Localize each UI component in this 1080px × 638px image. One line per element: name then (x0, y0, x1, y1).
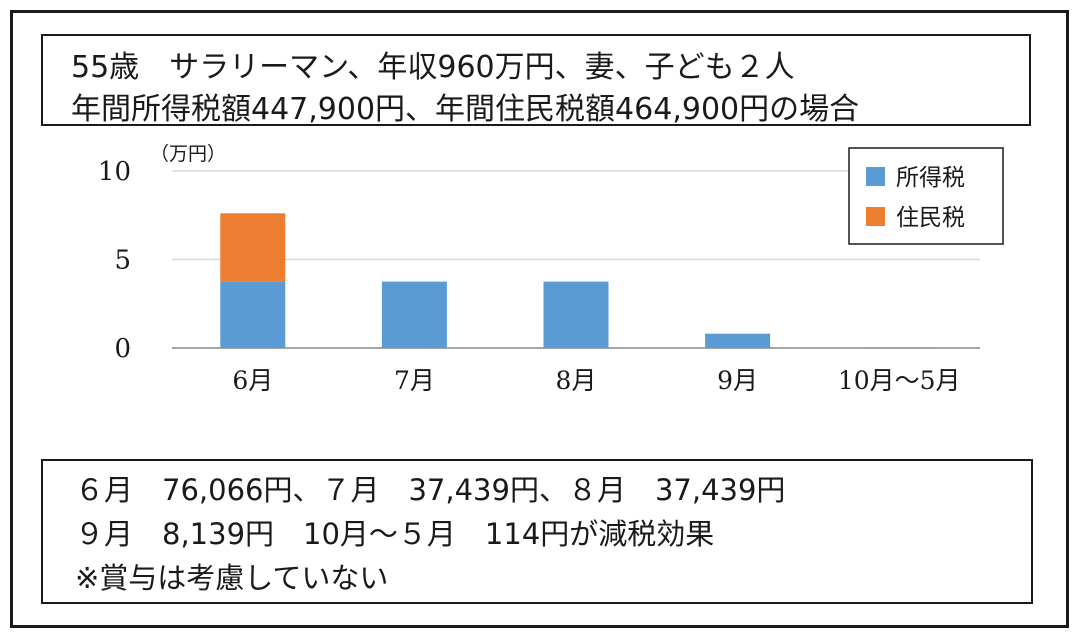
axis-labels: 0 5 10 6月 7月 8月 9月 10月～5月 (98, 157, 961, 395)
bar-income-tax (543, 281, 609, 348)
bar-income-tax (220, 281, 286, 348)
bars (220, 213, 932, 348)
legend-swatch-resident-tax (866, 207, 885, 226)
note-line-3: ※賞与は考慮していない (75, 561, 389, 595)
y-tick-label: 0 (114, 334, 131, 364)
x-tick-label: 9月 (717, 366, 758, 395)
note-box: ６月 76,066円、７月 37,439円、８月 37,439円 ９月 8,13… (41, 459, 1033, 604)
x-tick-label: 10月～5月 (838, 366, 961, 395)
note-line-1: ６月 76,066円、７月 37,439円、８月 37,439円 (75, 473, 786, 507)
legend-label-resident-tax: 住民税 (896, 205, 965, 231)
bar-income-tax (705, 333, 771, 348)
legend-label-income-tax: 所得税 (896, 165, 965, 191)
note-line-2: ９月 8,139円 10月～５月 114円が減税効果 (75, 517, 715, 551)
legend: 所得税 住民税 (848, 147, 1004, 245)
bar-resident-tax (220, 213, 286, 282)
title-box: 55歳 サラリーマン、年収960万円、妻、子ども２人 年間所得税額447,900… (41, 34, 1031, 127)
unit-label: （万円） (150, 143, 226, 165)
y-tick-label: 5 (114, 246, 131, 276)
y-tick-label: 10 (98, 157, 131, 187)
title-line-2: 年間所得税額447,900円、年間住民税額464,900円の場合 (71, 92, 860, 127)
bar-income-tax (381, 281, 447, 348)
x-tick-label: 6月 (232, 366, 273, 395)
legend-swatch-income-tax (866, 167, 885, 186)
x-tick-label: 7月 (394, 366, 435, 395)
title-line-1: 55歳 サラリーマン、年収960万円、妻、子ども２人 (71, 50, 795, 85)
x-tick-label: 8月 (556, 366, 597, 395)
figure-frame (10, 10, 1069, 628)
legend-box (848, 147, 1004, 245)
